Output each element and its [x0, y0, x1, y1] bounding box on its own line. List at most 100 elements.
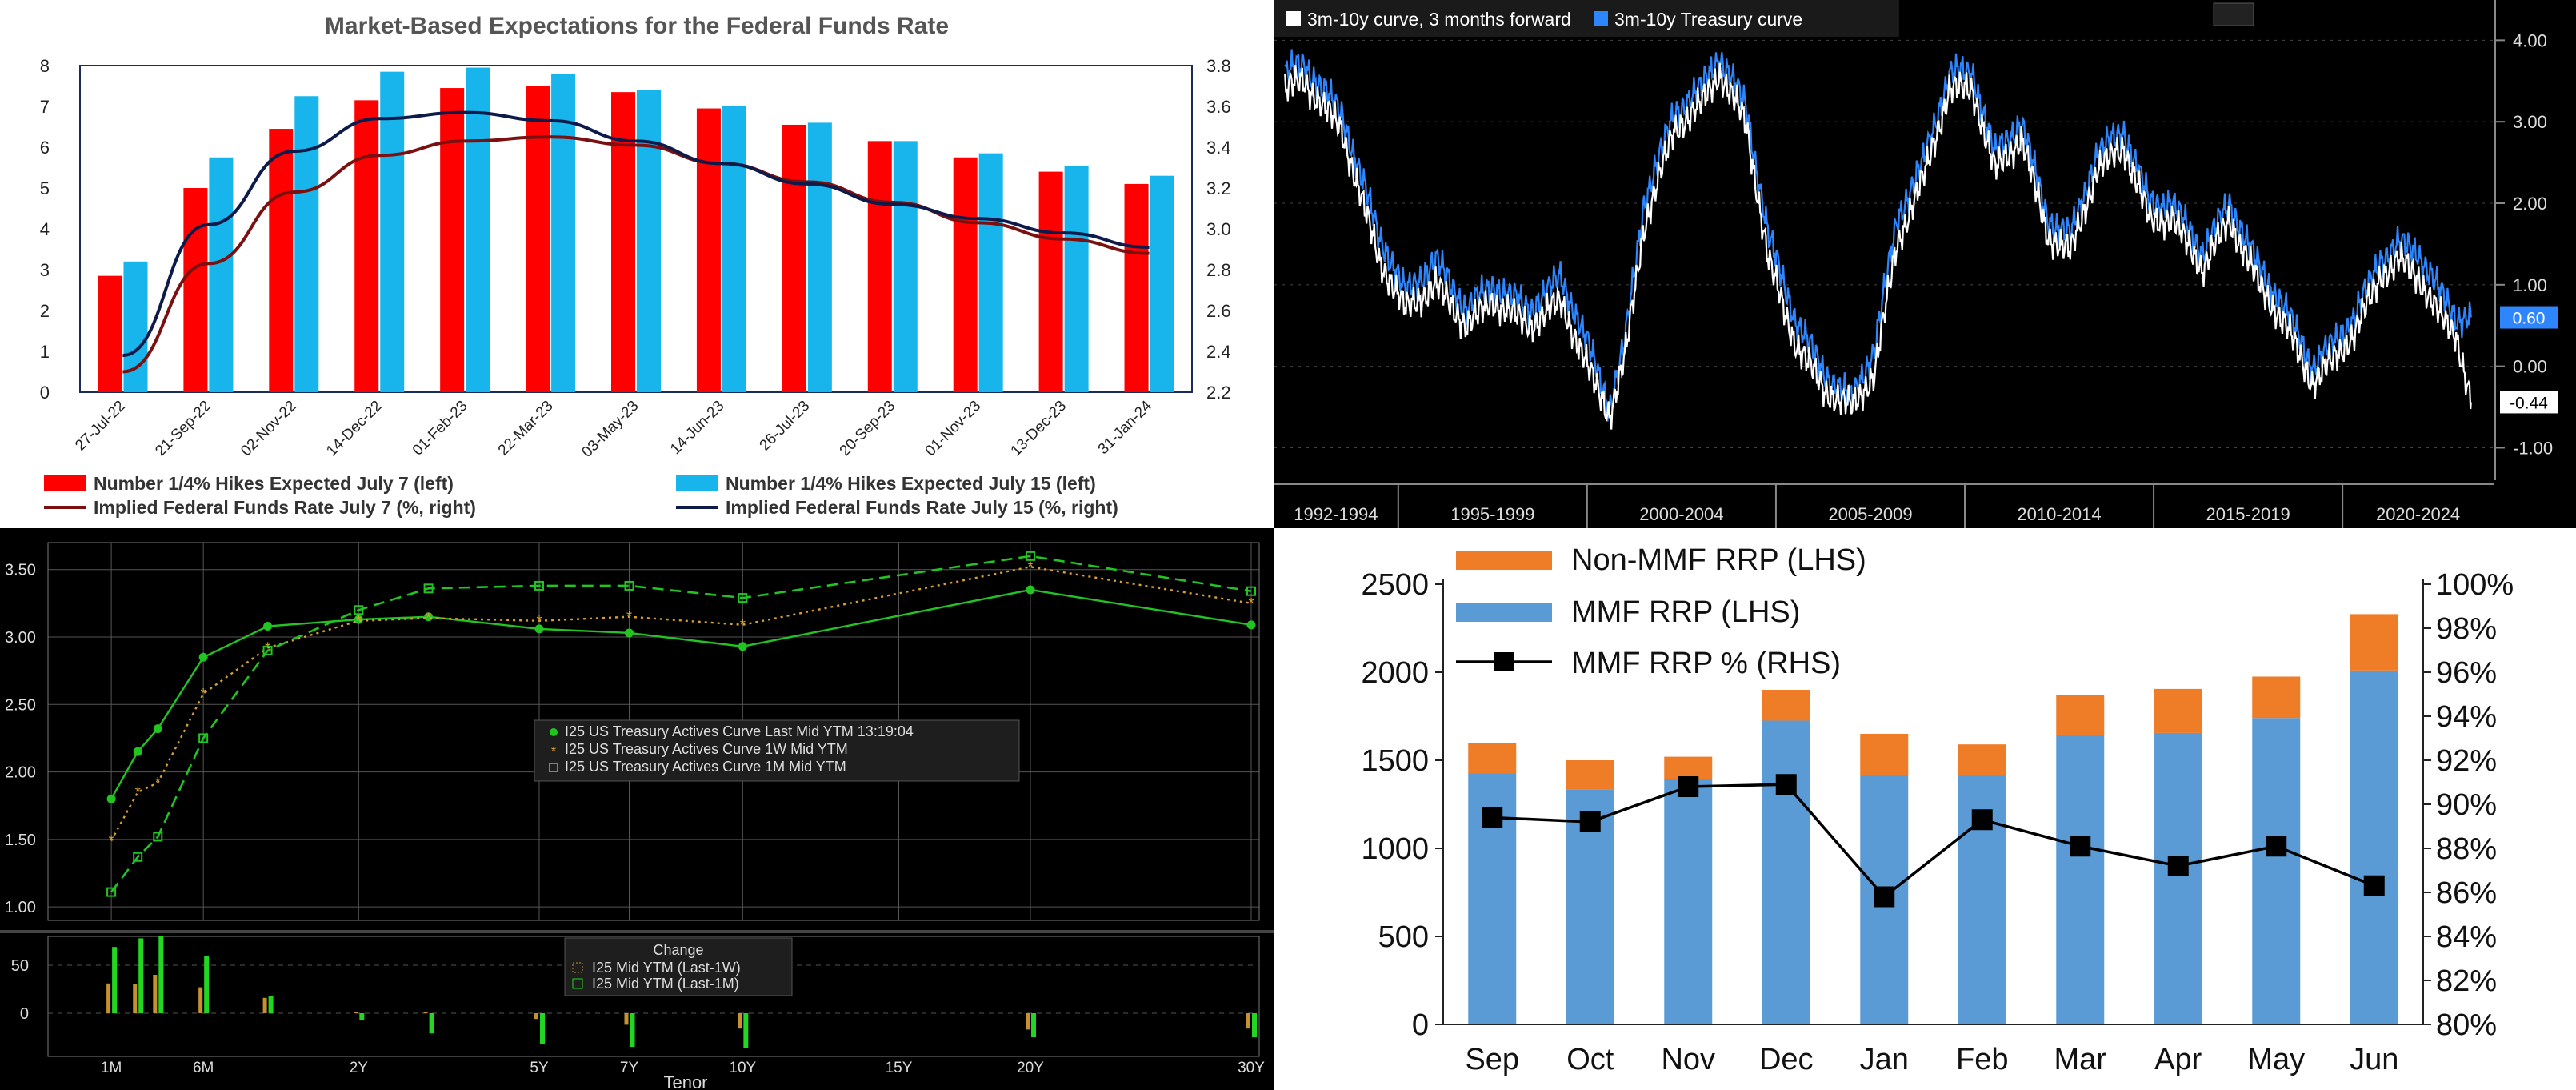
chart-title: Market-Based Expectations for the Federa…	[325, 13, 949, 39]
legend-label: Number 1/4% Hikes Expected July 7 (left)	[94, 473, 454, 494]
bar-hikes-july15	[807, 122, 832, 392]
bar-hikes-july7	[953, 157, 978, 392]
bar-non-mmf-rrp	[1860, 734, 1909, 775]
bar-hikes-july7	[611, 92, 635, 393]
right-tick-label: 3.2	[1206, 178, 1231, 198]
curve-last-marker	[625, 628, 634, 638]
right-tick-label: 2.8	[1206, 260, 1231, 280]
right-tick-label: 94%	[2436, 700, 2497, 734]
right-tick-label: 3.8	[1206, 56, 1231, 76]
legend-label: I25 US Treasury Actives Curve 1M Mid YTM	[565, 759, 846, 775]
curve-1w-marker: *	[265, 639, 270, 655]
change-bar-1m	[158, 936, 164, 1013]
change-legend-swatch	[572, 978, 583, 989]
legend-label: MMF RRP (LHS)	[1571, 595, 1800, 629]
legend-swatch	[676, 475, 718, 491]
x-tick-label: 7Y	[620, 1060, 639, 1076]
y-tick-label: 4.00	[2513, 30, 2547, 50]
fed-funds-expectations-chart: Market-Based Expectations for the Federa…	[0, 0, 1274, 528]
bar-mmf-rrp	[2154, 732, 2202, 1024]
curve-1w-marker: *	[426, 610, 431, 626]
curve-last-marker	[198, 652, 208, 662]
legend-marker	[550, 728, 558, 736]
bar-non-mmf-rrp	[2154, 688, 2202, 733]
curve-1m-marker	[354, 605, 364, 615]
change-bar-1m	[359, 1013, 365, 1020]
curve-last-marker	[534, 624, 544, 634]
x-tick-label: Mar	[2054, 1043, 2107, 1076]
bar-hikes-july15	[1150, 175, 1174, 392]
plot-frame	[79, 65, 1193, 393]
left-tick-label: 2	[40, 301, 50, 321]
change-plot-frame	[47, 936, 1260, 1057]
bar-mmf-rrp	[2056, 735, 2105, 1024]
bar-hikes-july15	[294, 96, 319, 392]
y-tick-label: 3.50	[5, 562, 36, 579]
marker-mmf-rrp-pct	[2363, 875, 2385, 896]
curve-last-marker	[738, 642, 747, 651]
x-tick-label: 27-Jul-22	[72, 398, 129, 455]
legend-label: Number 1/4% Hikes Expected July 15 (left…	[726, 473, 1096, 494]
x-tick-label: Feb	[1956, 1043, 2008, 1076]
curve-1m	[110, 555, 1252, 893]
right-tick-label: 98%	[2436, 612, 2497, 646]
left-tick-label: 1000	[1361, 832, 1429, 866]
x-tick-label: 13-Dec-23	[1008, 398, 1070, 460]
y-tick-label: 0.00	[2513, 357, 2547, 377]
bar-hikes-july7	[867, 141, 892, 392]
x-tick-label: 10Y	[729, 1060, 756, 1076]
curve-1m-marker	[198, 733, 209, 743]
series-treasury-curve	[1284, 49, 2472, 422]
legend-label: MMF RRP % (RHS)	[1571, 647, 1841, 680]
legend-swatch	[1594, 11, 1608, 26]
x-tick-label: 2015-2019	[2206, 504, 2290, 524]
left-tick-label: 5	[40, 178, 50, 198]
left-tick-label: 8	[40, 56, 50, 76]
bar-mmf-rrp	[1664, 779, 1713, 1024]
bar-hikes-july7	[440, 88, 465, 393]
legend-label: 3m-10y Treasury curve	[1614, 9, 1802, 30]
curve-1w	[110, 566, 1252, 842]
marker-mmf-rrp-pct	[1579, 811, 1601, 832]
bar-non-mmf-rrp	[2350, 614, 2398, 671]
left-tick-label: 0	[40, 383, 50, 403]
x-tick-label: 15Y	[886, 1060, 913, 1076]
x-tick-label: Dec	[1759, 1043, 1814, 1076]
right-tick-label: 90%	[2436, 788, 2497, 822]
last-value-forward: -0.44	[2510, 394, 2548, 412]
x-tick-label: 2010-2014	[2017, 504, 2101, 524]
bar-hikes-july15	[551, 74, 576, 392]
right-tick-label: 92%	[2436, 744, 2497, 778]
change-bar-1m	[630, 1013, 635, 1047]
change-bar-1w	[1246, 1013, 1251, 1029]
curve-1m-marker	[133, 852, 143, 862]
curve-1m-marker	[106, 887, 117, 897]
legend-label: Implied Federal Funds Rate July 15 (%, r…	[726, 497, 1118, 518]
x-tick-label: 21-Sep-22	[152, 398, 214, 460]
y-tick-label: 1.50	[5, 832, 36, 849]
curve-1m-marker	[423, 583, 434, 594]
left-tick-label: 0	[1412, 1008, 1429, 1042]
x-tick-label: 1M	[101, 1060, 122, 1076]
x-tick-label: 26-Jul-23	[757, 398, 814, 455]
x-tick-label: 20-Sep-23	[837, 398, 899, 460]
y-tick-label: 3.00	[5, 629, 36, 647]
marker-mmf-rrp-pct	[1971, 809, 1993, 831]
y-tick-label: 2.00	[5, 764, 36, 782]
change-bar-1w	[106, 983, 111, 1013]
left-tick-label: 2000	[1361, 656, 1429, 690]
x-tick-label: 02-Nov-22	[238, 398, 300, 460]
x-tick-label: 2020-2024	[2376, 504, 2460, 524]
right-tick-label: 82%	[2436, 964, 2497, 998]
bar-hikes-july15	[637, 90, 661, 392]
change-bar-1m	[268, 996, 274, 1013]
marker-mmf-rrp-pct	[1775, 774, 1797, 795]
bar-hikes-july7	[354, 100, 379, 392]
fed-funds-chart-svg: Market-Based Expectations for the Federa…	[40, 13, 1231, 518]
bar-hikes-july15	[978, 153, 1003, 392]
legend-box	[1274, 0, 1899, 37]
bar-hikes-july7	[269, 129, 294, 393]
legend-marker	[549, 763, 558, 772]
curve-1m-marker	[153, 832, 163, 842]
legend-marker: *	[551, 745, 556, 759]
